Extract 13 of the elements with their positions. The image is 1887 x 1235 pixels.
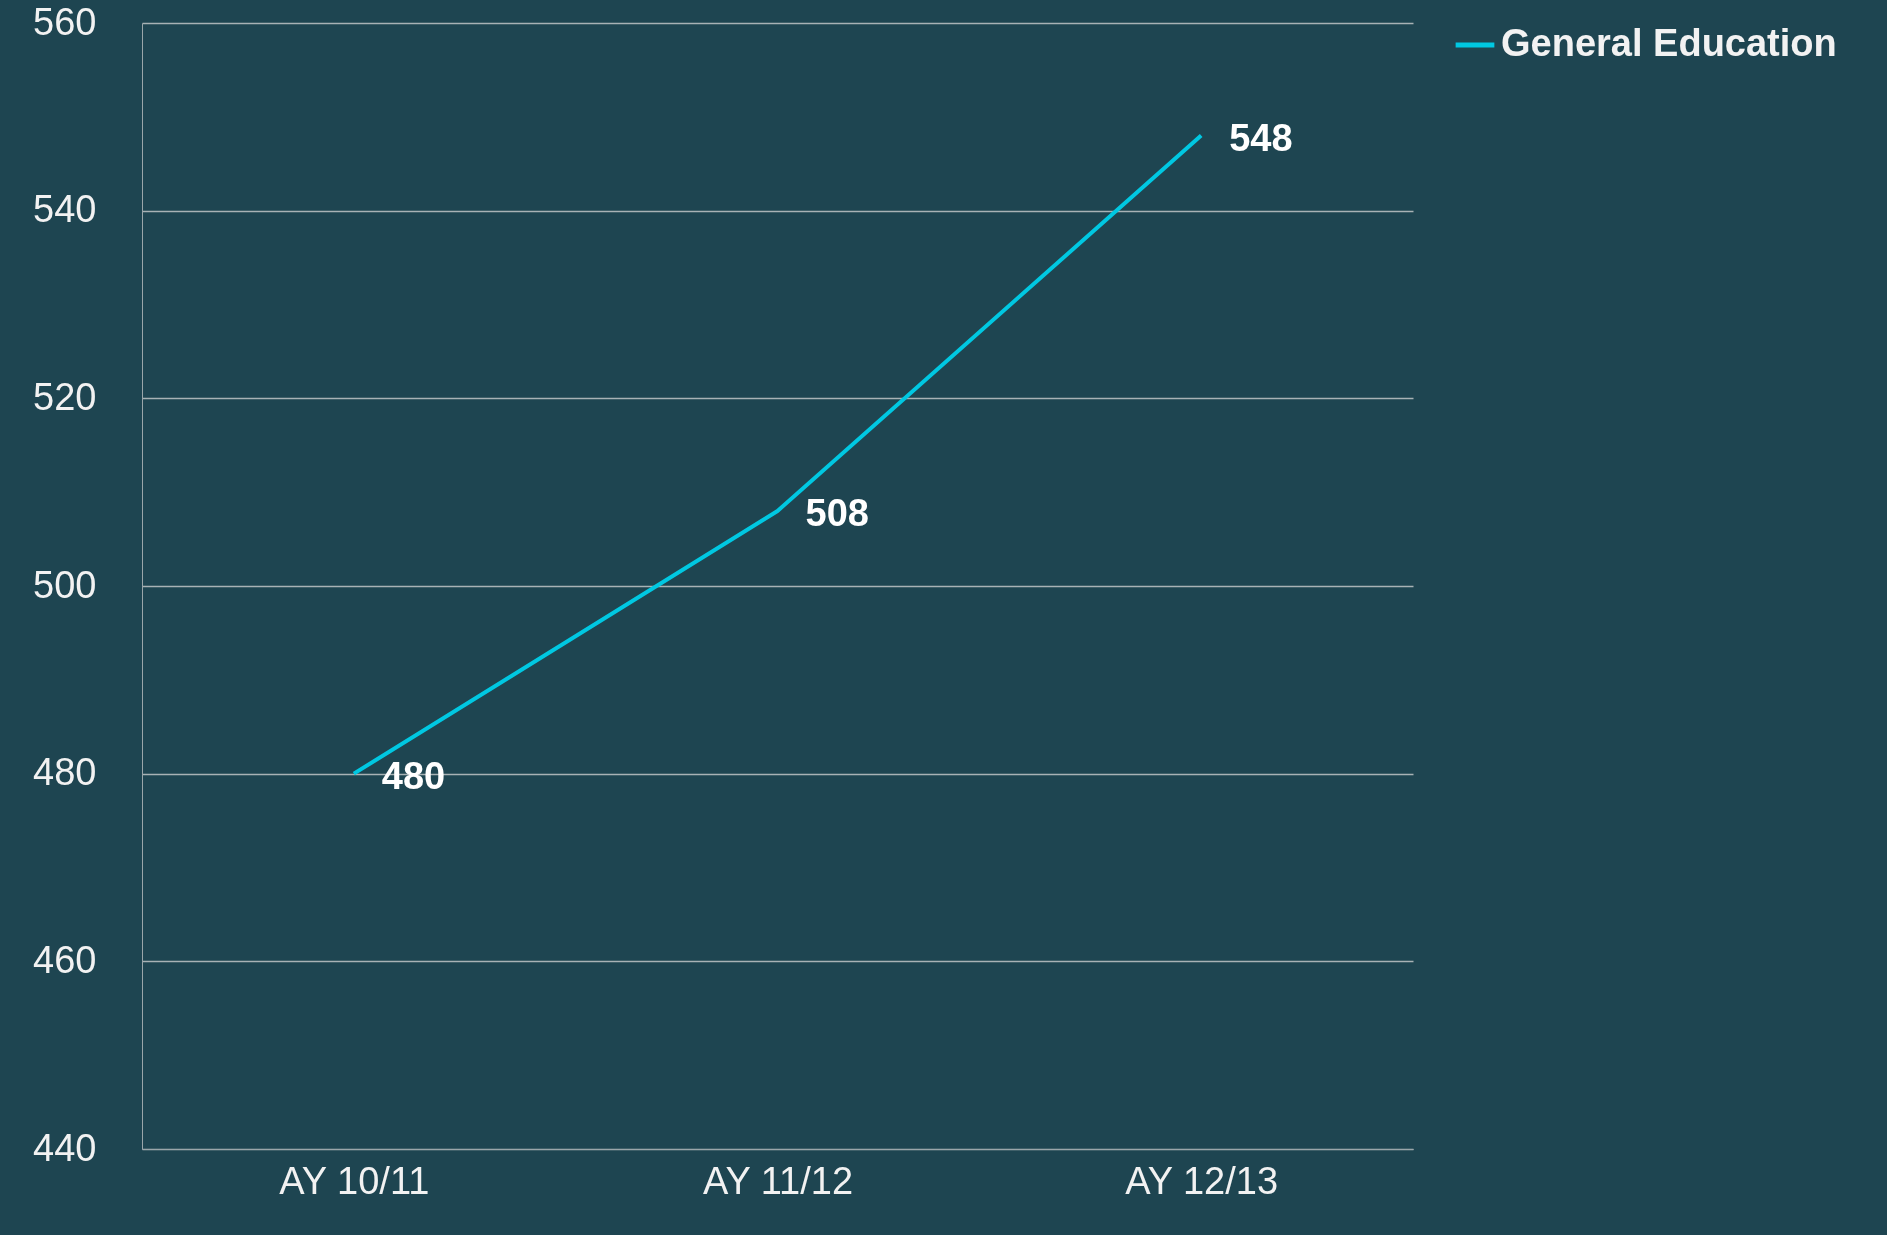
y-tick-label: 460: [33, 938, 97, 981]
legend-label: General Education: [1501, 22, 1837, 64]
x-tick-label: AY 10/11: [279, 1159, 430, 1202]
y-tick-label: 480: [33, 751, 97, 794]
y-tick-label: 440: [33, 1126, 97, 1169]
x-tick-label: AY 12/13: [1125, 1159, 1279, 1202]
x-tick-label: AY 11/12: [702, 1159, 854, 1202]
data-label: 508: [805, 491, 869, 534]
y-tick-label: 520: [33, 375, 97, 418]
y-tick-label: 540: [33, 188, 97, 231]
y-tick-label: 560: [33, 0, 97, 43]
y-tick-label: 500: [33, 563, 97, 606]
data-label: 548: [1229, 116, 1293, 159]
